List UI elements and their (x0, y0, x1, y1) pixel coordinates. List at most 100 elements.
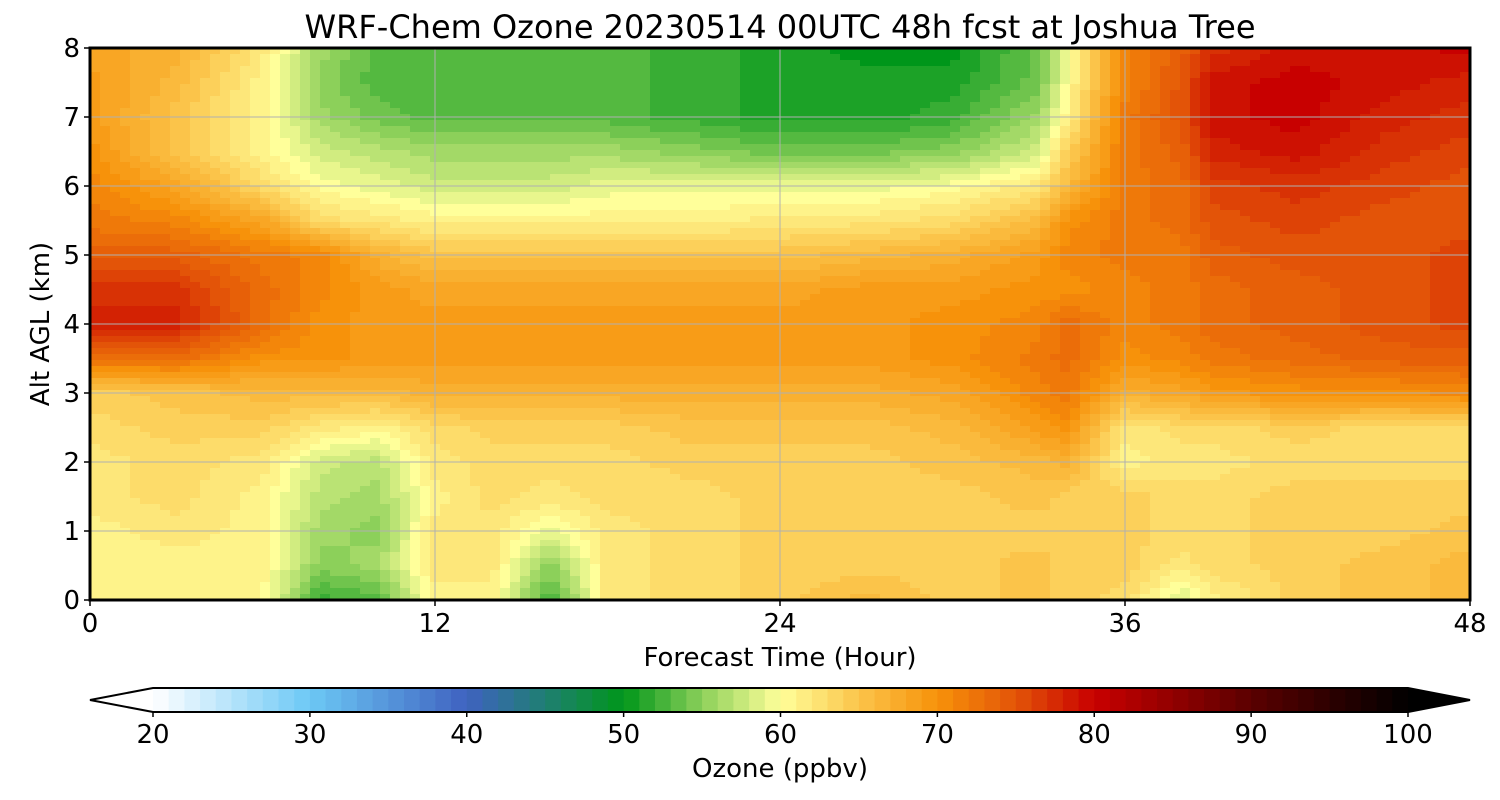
field-cell (280, 228, 291, 235)
field-cell (150, 108, 161, 115)
field-cell (1180, 108, 1191, 115)
field-cell (1320, 162, 1331, 169)
field-cell (640, 222, 651, 229)
field-cell (970, 168, 981, 175)
field-cell (1040, 102, 1051, 109)
field-cell (1340, 126, 1351, 133)
field-cell (280, 180, 291, 187)
field-cell (1320, 150, 1331, 157)
field-cell (1330, 108, 1341, 115)
field-cell (850, 240, 861, 247)
field-cell (220, 156, 231, 163)
field-cell (570, 138, 581, 145)
field-cell (650, 66, 661, 73)
field-cell (840, 60, 851, 67)
field-cell (1400, 216, 1411, 223)
field-cell (600, 132, 611, 139)
field-cell (310, 126, 321, 133)
field-cell (830, 228, 841, 235)
field-cell (720, 258, 731, 265)
field-cell (690, 102, 701, 109)
field-cell (1160, 102, 1171, 109)
field-cell (350, 192, 361, 199)
field-cell (590, 48, 601, 55)
field-cell (540, 168, 551, 175)
field-cell (760, 90, 771, 97)
field-cell (1450, 60, 1461, 67)
field-cell (280, 138, 291, 145)
field-cell (830, 150, 841, 157)
field-cell (1310, 84, 1321, 91)
field-cell (180, 102, 191, 109)
field-cell (840, 72, 851, 79)
field-cell (650, 210, 661, 217)
field-cell (960, 108, 971, 115)
field-cell (1060, 198, 1071, 205)
field-cell (860, 186, 871, 193)
field-cell (1030, 102, 1041, 109)
field-cell (1450, 192, 1461, 199)
field-cell (300, 186, 311, 193)
field-cell (260, 192, 271, 199)
field-cell (580, 240, 591, 247)
field-cell (490, 78, 501, 85)
field-cell (140, 162, 151, 169)
field-cell (1420, 258, 1431, 265)
field-cell (1240, 84, 1251, 91)
field-cell (1140, 162, 1151, 169)
field-cell (240, 60, 251, 67)
field-cell (840, 150, 851, 157)
field-cell (200, 156, 211, 163)
field-cell (590, 234, 601, 241)
field-cell (440, 144, 451, 151)
field-cell (620, 246, 631, 253)
field-cell (100, 66, 111, 73)
field-cell (1250, 210, 1261, 217)
field-cell (950, 210, 961, 217)
field-cell (880, 204, 891, 211)
field-cell (600, 90, 611, 97)
field-cell (990, 246, 1001, 253)
field-cell (680, 210, 691, 217)
field-cell (1010, 246, 1021, 253)
field-cell (1170, 72, 1181, 79)
field-cell (290, 222, 301, 229)
field-cell (1210, 120, 1221, 127)
field-cell (440, 96, 451, 103)
field-cell (990, 66, 1001, 73)
field-cell (310, 66, 321, 73)
field-cell (360, 66, 371, 73)
field-cell (1260, 150, 1271, 157)
field-cell (1460, 72, 1471, 79)
field-cell (200, 120, 211, 127)
field-cell (680, 228, 691, 235)
field-cell (1450, 48, 1461, 55)
field-cell (1200, 216, 1211, 223)
field-cell (1210, 174, 1221, 181)
field-cell (1370, 180, 1381, 187)
field-cell (1200, 258, 1211, 265)
field-cell (620, 84, 631, 91)
field-cell (900, 180, 911, 187)
field-cell (1050, 174, 1061, 181)
field-cell (180, 204, 191, 211)
field-cell (660, 84, 671, 91)
field-cell (1240, 240, 1251, 247)
field-cell (340, 180, 351, 187)
field-cell (1340, 162, 1351, 169)
field-cell (730, 234, 741, 241)
field-cell (150, 132, 161, 139)
field-cell (1190, 120, 1201, 127)
field-cell (740, 246, 751, 253)
field-cell (1290, 90, 1301, 97)
field-cell (350, 108, 361, 115)
field-cell (1420, 210, 1431, 217)
field-cell (220, 192, 231, 199)
field-cell (1440, 168, 1451, 175)
field-cell (700, 126, 711, 133)
field-cell (960, 66, 971, 73)
field-cell (1090, 60, 1101, 67)
field-cell (240, 90, 251, 97)
field-cell (580, 72, 591, 79)
field-cell (450, 162, 461, 169)
